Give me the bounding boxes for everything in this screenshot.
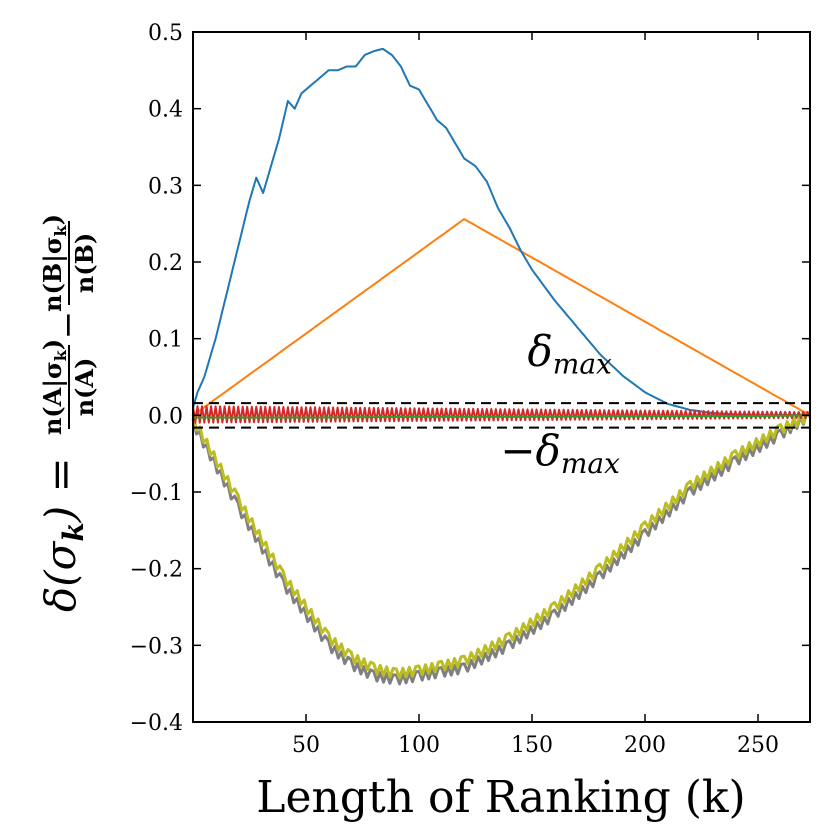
y-label-lhs: δ(σk) = bbox=[36, 457, 90, 612]
y-tick-label: −0.4 bbox=[130, 711, 183, 736]
axes-frame bbox=[192, 31, 811, 723]
x-axis-title: Length of Ranking (k) bbox=[256, 772, 745, 823]
y-label-minus: − bbox=[48, 311, 88, 340]
x-tick-label: 150 bbox=[511, 733, 553, 758]
y-tick-label: 0.1 bbox=[148, 328, 183, 353]
y-tick-label: 0.3 bbox=[148, 174, 183, 199]
annotation-delta-max: δmax bbox=[527, 327, 612, 381]
y-label-frac2-num: n(B|σk) bbox=[38, 214, 70, 312]
y-axis-title: δ(σk) = n(A|σk) n(A) − n(B|σk) n(B) bbox=[36, 214, 99, 612]
x-tick-label: 100 bbox=[398, 733, 440, 758]
annotation-negative-delta-max: −δmax bbox=[500, 426, 620, 480]
series-line-yellow-green bbox=[191, 410, 812, 680]
y-label-frac2-den: n(B) bbox=[70, 233, 99, 293]
series-line-red bbox=[192, 405, 811, 424]
y-tick-label: 0.0 bbox=[148, 404, 183, 429]
y-tick-label: −0.2 bbox=[130, 558, 183, 583]
y-tick-label: −0.3 bbox=[130, 634, 183, 659]
x-tick-label: 50 bbox=[292, 733, 320, 758]
x-tick-label: 250 bbox=[737, 733, 779, 758]
threshold-layer bbox=[193, 402, 810, 429]
series-layer bbox=[191, 47, 812, 686]
y-tick-label: 0.2 bbox=[148, 251, 183, 276]
x-tick-label: 200 bbox=[624, 733, 666, 758]
series-line-gray bbox=[191, 411, 811, 686]
series-line-orange bbox=[192, 218, 811, 417]
y-tick-label: 0.4 bbox=[148, 98, 183, 123]
y-label-frac1-den: n(A) bbox=[70, 358, 99, 417]
ticks-layer: 50 100 150 200 250 −0.4 −0.3 −0.2 −0.1 0.0 0.1 0.2 0… bbox=[130, 21, 810, 758]
y-label-frac1-num: n(A|σk) bbox=[38, 339, 70, 435]
y-tick-label: 0.5 bbox=[148, 21, 183, 46]
series-line-green bbox=[193, 414, 811, 419]
y-tick-label: −0.1 bbox=[130, 481, 183, 506]
